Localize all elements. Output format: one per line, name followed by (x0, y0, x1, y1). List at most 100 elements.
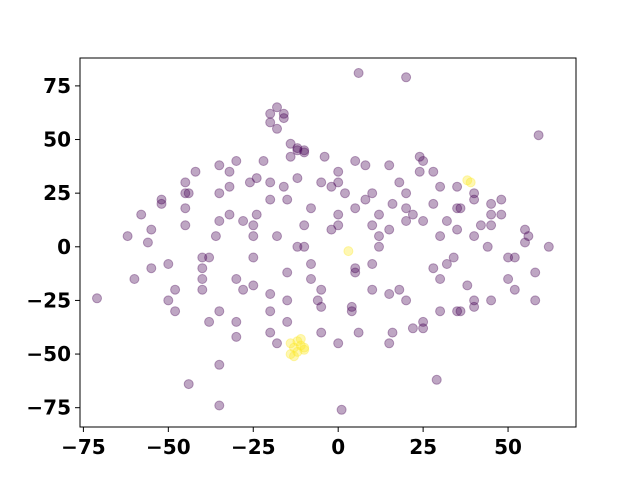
plot-frame (79, 57, 577, 428)
scatter-point-class-0 (316, 284, 327, 295)
scatter-point-class-0 (367, 220, 378, 231)
scatter-point-class-0 (367, 259, 378, 269)
scatter-point-class-0 (129, 274, 140, 284)
scatter-point-class-0 (367, 188, 378, 199)
scatter-point-class-0 (224, 209, 235, 220)
scatter-point-class-0 (360, 160, 371, 171)
scatter-point-class-0 (326, 181, 337, 192)
scatter-point-class-1 (299, 342, 310, 353)
scatter-point-class-0 (387, 327, 398, 338)
scatter-point-class-0 (163, 295, 174, 306)
scatter-point-class-0 (299, 147, 310, 158)
scatter-point-class-0 (418, 323, 429, 334)
scatter-point-class-0 (265, 194, 276, 205)
scatter-point-class-0 (407, 209, 418, 220)
scatter-point-class-1 (465, 177, 476, 188)
scatter-point-class-0 (248, 280, 259, 291)
scatter-point-class-0 (346, 306, 357, 317)
scatter-point-class-0 (374, 209, 384, 220)
scatter-point-class-0 (523, 231, 534, 242)
scatter-point-class-1 (462, 175, 473, 186)
scatter-point-class-0 (435, 274, 446, 284)
scatter-point-class-0 (469, 231, 480, 242)
scatter-point-class-0 (496, 194, 507, 205)
scatter-point-class-0 (204, 252, 215, 263)
y-axis: 75 50 25 0 −25 −50 −75 (26, 74, 80, 420)
scatter-point-class-0 (282, 316, 293, 327)
scatter-point-class-0 (251, 209, 262, 220)
scatter-point-class-0 (299, 220, 310, 231)
x-tick-label: 50 (494, 435, 522, 459)
y-tick-label: −75 (26, 396, 71, 420)
scatter-point-class-0 (435, 181, 446, 192)
scatter-point-class-0 (183, 379, 194, 390)
scatter-point-class-0 (401, 295, 412, 306)
scatter-point-class-0 (387, 198, 398, 209)
scatter-point-class-0 (340, 188, 350, 199)
scatter-point-class-0 (265, 289, 276, 299)
scatter-point-class-0 (543, 241, 554, 252)
scatter-point-class-0 (455, 306, 466, 317)
scatter-point-class-0 (346, 301, 357, 312)
scatter-point-class-0 (384, 160, 395, 171)
scatter-point-class-0 (374, 241, 384, 252)
scatter-point-class-0 (407, 323, 418, 334)
scatter-point-class-0 (306, 203, 316, 214)
scatter-point-class-0 (469, 188, 480, 199)
scatter-point-class-1 (292, 346, 303, 357)
scatter-point-class-0 (469, 301, 480, 312)
scatter-point-class-1 (289, 351, 299, 362)
scatter-point-class-0 (272, 123, 282, 134)
scatter-point-class-0 (394, 284, 405, 295)
scatter-point-class-0 (282, 267, 293, 278)
x-tick-label: −50 (146, 435, 191, 459)
scatter-point-class-0 (231, 274, 242, 284)
y-tick-label: −25 (26, 288, 71, 312)
scatter-point-class-0 (414, 151, 425, 162)
scatter-point-class-0 (272, 231, 282, 242)
scatter-point-class-0 (509, 252, 520, 263)
scatter-point-class-0 (486, 295, 497, 306)
scatter-point-class-0 (533, 130, 544, 141)
scatter-point-class-0 (146, 263, 157, 274)
x-tick-label: 25 (409, 435, 437, 459)
scatter-point-class-0 (367, 284, 378, 295)
scatter-point-class-0 (520, 237, 530, 248)
scatter-point-class-0 (496, 209, 507, 220)
scatter-point-class-0 (435, 306, 446, 317)
scatter-point-class-0 (452, 224, 463, 235)
scatter-point-class-0 (238, 284, 249, 295)
scatter-point-class-0 (319, 151, 330, 162)
scatter-point-class-0 (428, 198, 439, 209)
scatter-point-class-0 (180, 177, 191, 188)
scatter-point-class-0 (503, 252, 514, 263)
scatter-point-class-0 (333, 177, 344, 188)
scatter-point-class-0 (312, 295, 323, 306)
scatter-point-class-0 (278, 108, 289, 119)
scatter-point-class-0 (333, 166, 344, 177)
scatter-point-class-0 (224, 166, 235, 177)
scatter-point-class-1 (289, 342, 299, 353)
scatter-point-class-0 (486, 220, 497, 231)
scatter-point-class-0 (197, 274, 208, 284)
scatter-point-class-0 (299, 145, 310, 156)
scatter-point-class-0 (448, 252, 459, 263)
scatter-point-class-0 (469, 194, 480, 205)
scatter-point-class-0 (384, 224, 395, 235)
scatter-point-class-0 (452, 306, 463, 317)
scatter-point-class-0 (163, 259, 174, 269)
scatter-point-class-0 (486, 209, 497, 220)
scatter-point-class-0 (285, 151, 296, 162)
scatter-point-class-0 (530, 295, 541, 306)
scatter-point-class-0 (265, 327, 276, 338)
scatter-point-class-0 (214, 160, 225, 171)
scatter-point-class-0 (374, 231, 384, 242)
scatter-point-class-0 (401, 188, 412, 199)
scatter-point-class-0 (180, 203, 191, 214)
scatter-point-class-0 (231, 331, 242, 342)
scatter-point-class-1 (343, 246, 354, 257)
scatter-point-class-1 (285, 349, 296, 360)
scatter-point-class-0 (306, 274, 316, 284)
scatter-point-class-0 (265, 177, 276, 188)
scatter-point-class-0 (156, 198, 167, 209)
